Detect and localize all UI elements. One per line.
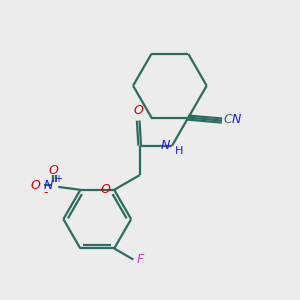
Text: O: O	[133, 104, 143, 117]
Text: O: O	[48, 164, 58, 177]
Text: C: C	[223, 113, 232, 126]
Text: F: F	[137, 253, 144, 266]
Text: H: H	[174, 146, 183, 156]
Text: N: N	[44, 178, 53, 192]
Text: N: N	[232, 113, 241, 126]
Text: -: -	[44, 186, 48, 199]
Text: O: O	[100, 183, 110, 196]
Text: N: N	[160, 139, 170, 152]
Text: O: O	[30, 178, 40, 192]
Text: +: +	[54, 174, 62, 184]
